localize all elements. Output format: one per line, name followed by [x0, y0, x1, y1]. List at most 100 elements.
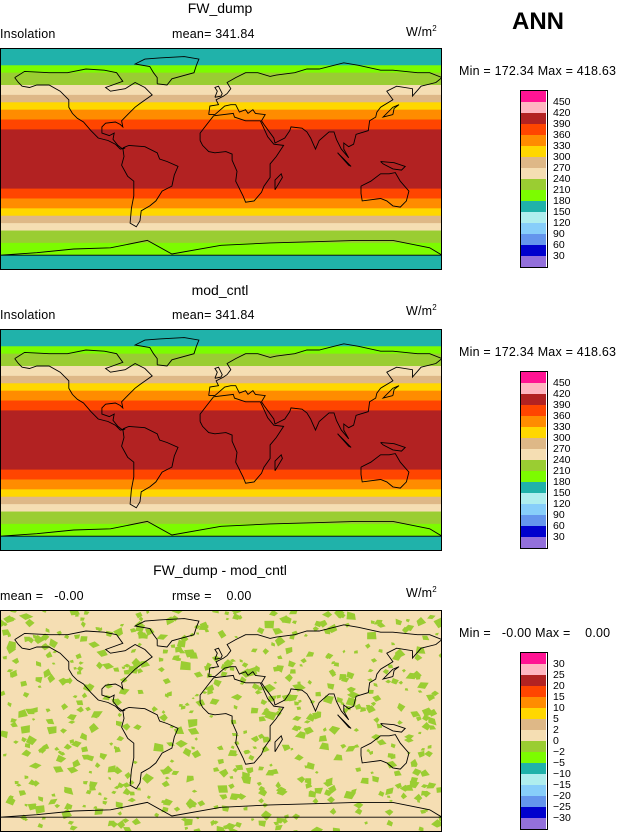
colorbar-swatch: [520, 675, 546, 686]
zonal-band: [0, 366, 442, 377]
zonal-band: [0, 536, 442, 551]
coastline: [274, 734, 283, 753]
colorbar-swatch: [520, 785, 546, 796]
colorbar-label: 120: [553, 498, 571, 510]
colorbar-swatch: [520, 427, 546, 438]
zonal-band: [0, 119, 442, 130]
panel-2-variable-label: Insolation: [0, 308, 56, 322]
colorbar-label: 390: [553, 399, 571, 411]
coastline: [381, 666, 400, 680]
zonal-band: [0, 353, 442, 367]
zonal-band: [0, 208, 442, 217]
panel-2-colorbar: 450 420 390 360 330 300 270 240 210 180 150 120 90 60…: [520, 371, 600, 549]
colorbar-swatch: [520, 752, 546, 763]
zonal-band: [0, 223, 442, 232]
panel-1-title: FW_dump: [187, 0, 253, 16]
colorbar-swatch: [520, 526, 546, 537]
zonal-band: [0, 102, 442, 111]
colorbar-label: 60: [553, 239, 565, 251]
colorbar-swatch: [520, 190, 546, 201]
colorbar-label: 360: [553, 129, 571, 141]
colorbar-label: 210: [553, 465, 571, 477]
map-frame: [0, 329, 442, 551]
colorbar-swatch: [520, 168, 546, 179]
colorbar-label: −20: [553, 790, 571, 802]
colorbar-swatch: [520, 697, 546, 708]
colorbar-swatch: [520, 124, 546, 135]
colorbar-swatch: [520, 686, 546, 697]
panel-2-map: [0, 329, 442, 551]
coastline: [214, 647, 223, 660]
coastline: [199, 112, 285, 203]
panel-3-map: [0, 610, 442, 832]
zonal-band: [0, 255, 442, 270]
colorbar-swatch: [520, 146, 546, 157]
colorbar-label: 30: [553, 531, 565, 543]
colorbar-label: 240: [553, 454, 571, 466]
colorbar-swatch: [520, 807, 546, 818]
coastline: [199, 674, 285, 765]
coastline: [360, 453, 410, 489]
zonal-band: [0, 215, 442, 224]
colorbar-label: 270: [553, 162, 571, 174]
colorbar-label: 450: [553, 377, 571, 389]
colorbar-border: [520, 371, 548, 549]
panel-2-mean-label: mean= 341.84: [172, 308, 255, 322]
colorbar-label: 90: [553, 228, 565, 240]
colorbar-swatch: [520, 113, 546, 124]
coastline: [199, 393, 285, 484]
colorbar-label: 10: [553, 702, 565, 714]
colorbar-swatch: [520, 471, 546, 482]
season-label: ANN: [512, 8, 564, 35]
colorbar-label: 60: [553, 520, 565, 532]
colorbar-label: −5: [553, 757, 565, 769]
zonal-band: [0, 375, 442, 384]
coastline: [0, 520, 442, 537]
colorbar-label: 150: [553, 487, 571, 499]
zonal-band: [0, 346, 442, 355]
coastline: [121, 706, 179, 790]
colorbar-border: [520, 652, 548, 830]
coastline: [380, 442, 407, 452]
colorbar-label: 210: [553, 184, 571, 196]
panel-3-units: W/m2: [406, 585, 437, 601]
coastline: [274, 172, 283, 191]
coastline: [133, 56, 200, 86]
colorbar-label: −30: [553, 812, 571, 824]
panel-1-variable-label: Insolation: [0, 27, 56, 41]
colorbar-swatch: [520, 449, 546, 460]
zonal-band: [0, 85, 442, 96]
colorbar-label: −10: [553, 768, 571, 780]
colorbar-label: 2: [553, 724, 559, 736]
colorbar-swatch: [520, 372, 546, 383]
colorbar-label: 30: [553, 658, 565, 670]
colorbar-label: 300: [553, 432, 571, 444]
zonal-band: [0, 504, 442, 513]
coastline: [0, 239, 442, 256]
colorbar-swatch: [520, 179, 546, 190]
zonal-band: [0, 400, 442, 411]
zonal-band: [0, 523, 442, 537]
colorbar-swatch: [520, 664, 546, 675]
colorbar-swatch: [520, 223, 546, 234]
panel-2-title: mod_cntl: [191, 282, 249, 298]
coastline: [337, 714, 352, 729]
colorbar-label: 20: [553, 680, 565, 692]
colorbar-swatch: [520, 102, 546, 113]
colorbar-label: −25: [553, 801, 571, 813]
zonal-band: [0, 469, 442, 480]
colorbar-swatch: [520, 504, 546, 515]
panel-1-units: W/m2: [406, 24, 437, 40]
panel-3-min-max: Min = -0.00 Max = 0.00: [459, 626, 611, 640]
colorbar-swatch: [520, 135, 546, 146]
zonal-band: [0, 383, 442, 392]
zonal-band: [0, 329, 442, 347]
panel-1-mean-label: mean= 341.84: [172, 27, 255, 41]
colorbar-swatch: [520, 774, 546, 785]
panel-3-title: FW_dump - mod_cntl: [153, 562, 287, 578]
coastline: [14, 349, 153, 431]
panel-3-colorbar: 30 25 20 15 10 5 2 0 −2 −5 −10 −15 −20 −25 −30: [520, 652, 600, 830]
colorbar-swatch: [520, 212, 546, 223]
colorbar-label: 390: [553, 118, 571, 130]
colorbar-label: 180: [553, 195, 571, 207]
